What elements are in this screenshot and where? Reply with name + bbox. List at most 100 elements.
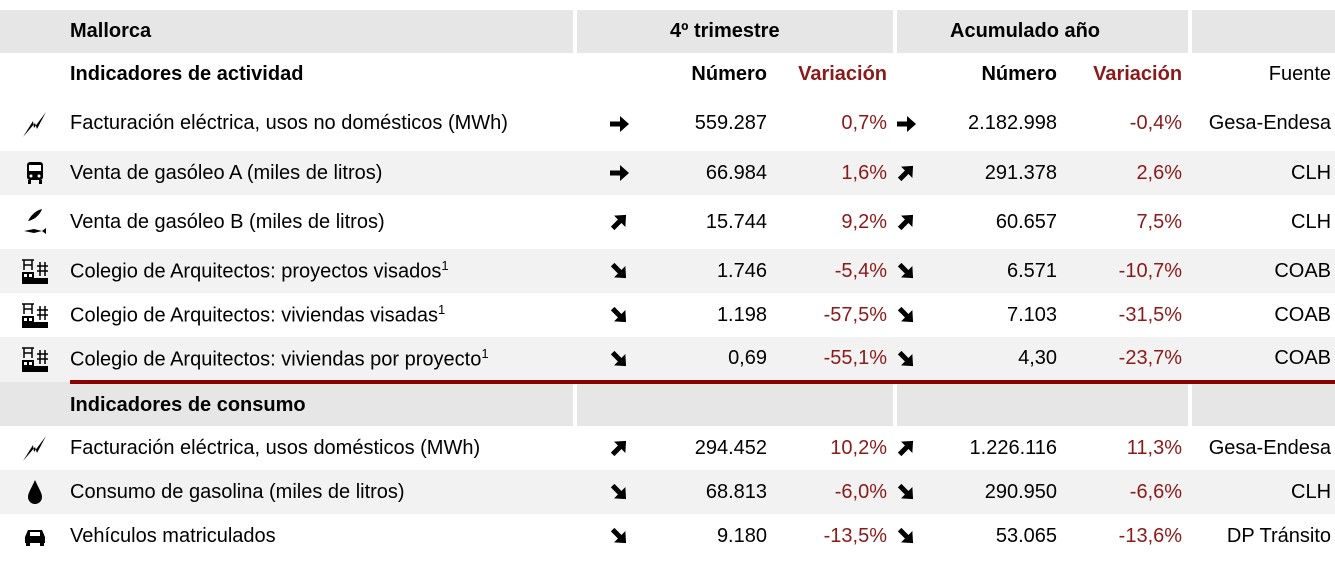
arrow-cell (575, 337, 640, 384)
source: DP Tránsito (1226, 524, 1332, 547)
arrow-cell (895, 96, 920, 151)
quarter-variation: -13,5% (823, 524, 888, 547)
trend-arrow (608, 304, 630, 326)
year-variation: -0,4% (1129, 112, 1183, 134)
arrow-cell (575, 514, 640, 558)
period: 4º trimestre (572, 10, 896, 53)
trend-arrow (608, 113, 630, 135)
indicator-row: Venta de gasóleo A (miles de litros) 66.9… (0, 151, 1335, 195)
quarter-number: 66.984 (640, 151, 775, 195)
source: CLH (1190, 151, 1335, 195)
column-header: Número (981, 63, 1058, 85)
indicator: Colegio de Arquitectos: viviendas por pr… (70, 348, 482, 371)
year-number: 7.103 (1006, 303, 1058, 326)
arrow-cell (895, 249, 921, 293)
trend-arrow (608, 525, 630, 547)
column-header: Variación (1093, 63, 1183, 85)
indicator-table: Mallorca 4º trimestre Acumulado año Indi… (0, 10, 1335, 558)
trend-arrow (895, 437, 917, 459)
quarter-variation: -57,5% (823, 303, 888, 326)
trend-arrow (895, 260, 917, 282)
year-number: 2.182.998 (968, 112, 1058, 134)
blank-cell (575, 53, 640, 96)
arrow-cell (895, 426, 920, 470)
indicator-cell: Facturación eléctrica, usos no doméstico… (70, 96, 575, 151)
indicator-icon (20, 158, 50, 188)
footnote-mark: 1 (481, 345, 489, 361)
indicator: Venta de gasóleo A (miles de litros) (70, 161, 383, 184)
column-header: Número (691, 63, 767, 85)
icon-cell (0, 470, 70, 514)
indicator-icon (20, 521, 50, 551)
year-variation: -10,7% (1065, 249, 1191, 293)
year-variation: -23,7% (1065, 337, 1191, 384)
icon-cell (0, 96, 70, 151)
indicator-cell: Colegio de Arquitectos: viviendas visada… (70, 293, 575, 337)
blank-cell (1188, 382, 1335, 426)
source: COAB (1274, 303, 1332, 326)
trend-arrow (608, 348, 630, 370)
indicator-row: Colegio de Arquitectos: proyectos visado… (0, 249, 1335, 293)
arrow-cell (895, 470, 921, 514)
indicator: Colegio de Arquitectos: proyectos visado… (70, 260, 442, 283)
indicator: Consumo de gasolina (miles de litros) (70, 480, 405, 503)
region: Mallorca (70, 10, 575, 53)
section-header-row: Indicadores de consumo (0, 382, 1335, 426)
indicator-row: Colegio de Arquitectos: viviendas visada… (0, 293, 1335, 337)
indicator-icon (20, 109, 50, 139)
indicator-cell: Colegio de Arquitectos: proyectos visado… (70, 249, 575, 293)
year-variation: -31,5% (1118, 303, 1183, 326)
source: CLH (1291, 210, 1332, 233)
trend-arrow (608, 437, 630, 459)
quarter-number: 9.180 (716, 524, 767, 547)
source: COAB (1190, 249, 1335, 293)
quarter-number: 1.198 (716, 303, 767, 326)
indicator-cell: Venta de gasóleo A (miles de litros) (70, 151, 575, 195)
source: CLH (1190, 470, 1335, 514)
arrow-cell (575, 96, 640, 151)
indicator-icon (20, 477, 50, 507)
quarter-number: 1.746 (640, 249, 775, 293)
arrow-cell (895, 293, 920, 337)
year-number: 290.950 (920, 470, 1066, 514)
year-variation: 2,6% (1065, 151, 1191, 195)
trend-arrow (895, 113, 917, 135)
quarter-variation: 1,6% (775, 151, 896, 195)
quarter-variation: -5,4% (775, 249, 896, 293)
year-number: 4,30 (920, 337, 1066, 384)
table-body: Mallorca 4º trimestre Acumulado año Indi… (0, 10, 1335, 558)
indicator-icon (20, 344, 50, 374)
source: Gesa-Endesa (1208, 112, 1332, 134)
year-variation: 11,3% (1126, 436, 1183, 459)
year-number: 53.065 (995, 524, 1058, 547)
source: Gesa-Endesa (1208, 436, 1332, 459)
blank-cell (0, 53, 70, 96)
icon-cell (0, 249, 70, 293)
quarter-variation: 10,2% (830, 436, 888, 459)
quarter-variation: 0,7% (841, 112, 888, 134)
arrow-cell (895, 195, 920, 249)
indicator-cell: Colegio de Arquitectos: viviendas por pr… (70, 337, 575, 384)
indicator-icon (20, 207, 50, 237)
icon-cell (0, 195, 70, 249)
indicator-cell: Vehículos matriculados (70, 514, 575, 558)
indicator-icon (20, 256, 50, 286)
arrow-cell (895, 151, 921, 195)
indicator-row: Colegio de Arquitectos: viviendas por pr… (0, 337, 1335, 384)
section-title: Indicadores de consumo (70, 382, 575, 426)
year-number: 291.378 (920, 151, 1066, 195)
quarter-number: 0,69 (640, 337, 775, 384)
indicator-icon (20, 433, 50, 463)
quarter-variation: -55,1% (775, 337, 896, 384)
arrow-cell (575, 426, 640, 470)
year-variation: -6,6% (1065, 470, 1191, 514)
indicator-row: Facturación eléctrica, usos domésticos (… (0, 426, 1335, 470)
trend-arrow (608, 260, 630, 282)
footnote-mark: 1 (441, 258, 449, 274)
indicator-icon (20, 300, 50, 330)
year-number: 6.571 (920, 249, 1066, 293)
blank-cell (572, 382, 896, 426)
trend-arrow (895, 162, 917, 184)
indicator-row: Venta de gasóleo B (miles de litros) 15.7… (0, 195, 1335, 249)
column-header: Fuente (1268, 63, 1332, 85)
